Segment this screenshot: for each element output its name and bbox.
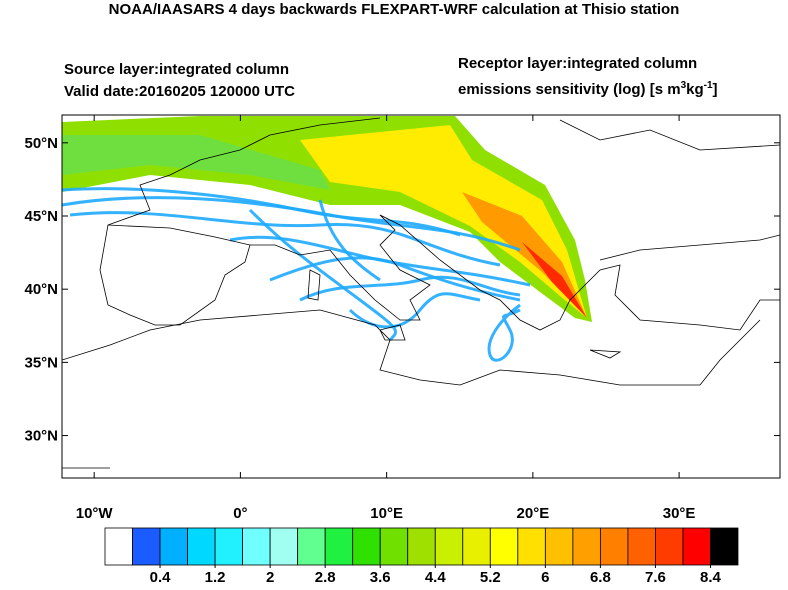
- lon-label: 10°W: [76, 505, 114, 522]
- units-sup: 3: [681, 80, 687, 91]
- lat-label: 40°N: [24, 281, 58, 298]
- colorbar-box: [324, 527, 354, 566]
- colorbar-box: [159, 527, 188, 566]
- colorbar-box: [489, 527, 519, 566]
- colorbar-label: 4.4: [425, 569, 447, 585]
- colorbar-label: 6.8: [590, 569, 611, 585]
- plume: [62, 135, 330, 190]
- map: [62, 116, 780, 469]
- colorbar-label: 1.2: [205, 569, 226, 585]
- lat-label: 30°N: [24, 428, 58, 445]
- colorbar-label: 3.6: [370, 569, 391, 585]
- trajectories: [62, 187, 531, 362]
- lat-label: 50°N: [24, 135, 58, 152]
- units-text: emissions sensitivity (log) [s m: [458, 81, 681, 98]
- map-frame: [61, 114, 781, 479]
- colorbar-label: 8.4: [700, 569, 722, 585]
- colorbar-box: [710, 527, 739, 566]
- colorbar-box: [352, 527, 381, 566]
- colorbar-box: [544, 527, 574, 566]
- colorbar-box: [434, 527, 464, 566]
- units: emissions sensitivity (log) [s m3kg-1]: [458, 80, 718, 98]
- colorbar-label: 2: [266, 569, 274, 585]
- colorbar-box: [104, 527, 133, 566]
- lon-label: 0°: [233, 505, 247, 522]
- colorbar-box: [379, 527, 409, 566]
- lat-label: 35°N: [24, 354, 58, 371]
- source-layer: Source layer:integrated column: [64, 61, 289, 78]
- colorbar-label: 6: [541, 569, 549, 585]
- colorbar-box: [214, 527, 244, 566]
- units-sup: -1: [704, 80, 713, 91]
- colorbar-box: [627, 527, 656, 566]
- plume: [462, 192, 587, 318]
- units-text: kg: [686, 81, 704, 98]
- colorbar-label: 0.4: [150, 569, 172, 585]
- plume: [300, 125, 587, 318]
- colorbar-box: [132, 527, 161, 566]
- colorbar-box: [269, 527, 299, 566]
- lon-label: 30°E: [663, 505, 696, 522]
- lon-label: 10°E: [370, 505, 403, 522]
- colorbar-box: [187, 527, 216, 566]
- colorbar-box: [572, 527, 601, 566]
- colorbar-box: [407, 527, 436, 566]
- valid-date: Valid date:20160205 120000 UTC: [64, 83, 295, 100]
- receptor-layer: Receptor layer:integrated column: [458, 55, 697, 72]
- colorbar-box: [462, 527, 491, 566]
- title: NOAA/IAASARS 4 days backwards FLEXPART-W…: [109, 1, 680, 18]
- colorbar-label: 7.6: [645, 569, 666, 585]
- colorbar-box: [655, 527, 684, 566]
- colorbar-label: 2.8: [315, 569, 336, 585]
- colorbar-label: 5.2: [480, 569, 501, 585]
- lon-label: 20°E: [517, 505, 550, 522]
- colorbar-box: [242, 527, 271, 566]
- lat-label: 45°N: [24, 208, 58, 225]
- colorbar-box: [517, 527, 546, 566]
- colorbar-box: [297, 527, 326, 566]
- coastlines: [62, 117, 780, 469]
- units-text: ]: [713, 81, 718, 98]
- colorbar-box: [599, 527, 629, 566]
- colorbar-box: [682, 527, 711, 566]
